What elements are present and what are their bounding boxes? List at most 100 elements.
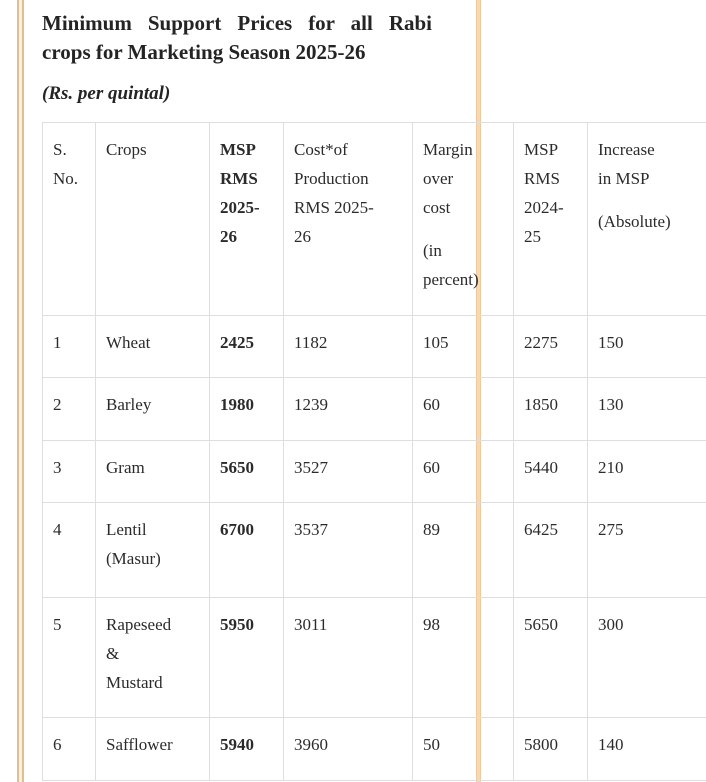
table-cell-crops: Wheat [95, 315, 210, 378]
table-cell-text: 5800 [524, 735, 558, 754]
msp-table: S. No. Crops MSP RMS 2025- 26 Cost*of Produ… [42, 122, 706, 781]
table-cell-margin_over_cost: 89 [412, 502, 514, 598]
table-cell-msp_rms_2025_26: 1980 [209, 377, 284, 441]
table-row: 4 Lentil (Masur) 6700 3537 89 6425 275 [42, 502, 706, 598]
left-double-rule [17, 0, 24, 782]
table-row: 3 Gram 5650 3527 60 5440 210 [42, 440, 706, 503]
table-cell-crops: Barley [95, 377, 210, 441]
table-cell-increase_in_msp: 275 [587, 502, 706, 598]
table-cell-cost_of_production: 3011 [283, 597, 413, 718]
table-cell-msp_rms_2024_25: 5800 [513, 717, 588, 781]
table-cell-text: 2425 [220, 333, 254, 352]
table-cell-text: 1182 [294, 333, 328, 352]
table-cell-text: 210 [598, 458, 624, 477]
table-cell-msp_rms_2024_25: 2275 [513, 315, 588, 378]
table-cell-increase_in_msp: 300 [587, 597, 706, 718]
table-cell-text: 3011 [294, 615, 328, 634]
table-cell-margin_over_cost: 105 [412, 315, 514, 378]
table-cell-text: 5650 [524, 615, 558, 634]
table-cell-msp_rms_2025_26: 5950 [209, 597, 284, 718]
table-cell-msp_rms_2024_25: 5650 [513, 597, 588, 718]
table-cell-s_no: 4 [42, 502, 96, 598]
table-row: 2 Barley 1980 1239 60 1850 130 [42, 377, 706, 441]
column-header-increase_in_msp-text: (Absolute) [598, 212, 671, 231]
table-cell-msp_rms_2024_25: 6425 [513, 502, 588, 598]
column-header-crops: Crops [95, 122, 210, 316]
table-cell-s_no: 2 [42, 377, 96, 441]
table-cell-cost_of_production: 3537 [283, 502, 413, 598]
table-cell-text: 2 [53, 395, 62, 414]
table-cell-text: 50 [423, 735, 440, 754]
column-header-cost_of_production-text: Cost*of Production RMS 2025- 26 [294, 140, 374, 246]
table-header-row: S. No. Crops MSP RMS 2025- 26 Cost*of Produ… [42, 122, 706, 316]
column-header-msp_rms_2025_26-text: MSP RMS 2025- 26 [220, 140, 260, 246]
column-header-s_no-text: S. No. [53, 140, 79, 188]
table-cell-text: Rapeseed & Mustard [106, 615, 172, 692]
table-cell-msp_rms_2025_26: 2425 [209, 315, 284, 378]
table-cell-text: 98 [423, 615, 440, 634]
table-cell-text: 5440 [524, 458, 558, 477]
table-cell-increase_in_msp: 150 [587, 315, 706, 378]
table-cell-text: 60 [423, 395, 440, 414]
table-cell-s_no: 3 [42, 440, 96, 503]
page-subtitle: (Rs. per quintal) [42, 83, 171, 104]
column-header-margin_over_cost: Margin over cost (in percent) [412, 122, 514, 316]
column-header-margin_over_cost-text: (in percent) [423, 241, 479, 289]
table-cell-text: 2275 [524, 333, 558, 352]
column-header-margin_over_cost-text: Margin over cost [423, 140, 473, 217]
column-header-msp_rms_2024_25-text: MSP RMS 2024- 25 [524, 140, 564, 246]
table-cell-cost_of_production: 3527 [283, 440, 413, 503]
column-header-crops-text: Crops [106, 140, 147, 159]
table-cell-text: 3527 [294, 458, 328, 477]
table-cell-margin_over_cost: 50 [412, 717, 514, 781]
table-cell-text: 150 [598, 333, 624, 352]
table-cell-text: 275 [598, 520, 624, 539]
table-cell-text: 130 [598, 395, 624, 414]
table-cell-text: 1980 [220, 395, 254, 414]
table-cell-text: 3 [53, 458, 62, 477]
table-cell-crops: Safflower [95, 717, 210, 781]
column-header-increase_in_msp: Increase in MSP (Absolute) [587, 122, 706, 316]
column-header-msp_rms_2024_25: MSP RMS 2024- 25 [513, 122, 588, 316]
table-cell-text: 140 [598, 735, 624, 754]
table-cell-msp_rms_2025_26: 5650 [209, 440, 284, 503]
table-cell-crops: Rapeseed & Mustard [95, 597, 210, 718]
table-cell-margin_over_cost: 60 [412, 377, 514, 441]
table-cell-cost_of_production: 1239 [283, 377, 413, 441]
table-cell-text: 89 [423, 520, 440, 539]
table-cell-msp_rms_2025_26: 6700 [209, 502, 284, 598]
table-cell-text: 3537 [294, 520, 328, 539]
table-cell-margin_over_cost: 98 [412, 597, 514, 718]
table-cell-text: Barley [106, 395, 152, 414]
table-cell-text: 1239 [294, 395, 328, 414]
table-row: 1 Wheat 2425 1182 105 2275 150 [42, 315, 706, 378]
table-cell-text: 1 [53, 333, 62, 352]
table-cell-text: 105 [423, 333, 449, 352]
table-cell-text: 60 [423, 458, 440, 477]
table-cell-text: 6 [53, 735, 62, 754]
table-cell-msp_rms_2024_25: 5440 [513, 440, 588, 503]
table-cell-increase_in_msp: 130 [587, 377, 706, 441]
table-cell-increase_in_msp: 210 [587, 440, 706, 503]
table-cell-msp_rms_2024_25: 1850 [513, 377, 588, 441]
table-cell-s_no: 5 [42, 597, 96, 718]
table-cell-crops: Lentil (Masur) [95, 502, 210, 598]
table-row: 6 Safflower 5940 3960 50 5800 140 [42, 717, 706, 781]
table-cell-s_no: 1 [42, 315, 96, 378]
article-content: Minimum Support Prices for all Rabi crop… [42, 0, 706, 781]
table-row: 5 Rapeseed & Mustard 5950 3011 98 5650 300 [42, 597, 706, 718]
page-title: Minimum Support Prices for all Rabi crop… [42, 11, 432, 64]
msp-table-body: S. No. Crops MSP RMS 2025- 26 Cost*of Produ… [42, 122, 706, 781]
column-header-msp_rms_2025_26: MSP RMS 2025- 26 [209, 122, 284, 316]
table-cell-text: 5950 [220, 615, 254, 634]
table-cell-text: 4 [53, 520, 62, 539]
column-header-s_no: S. No. [42, 122, 96, 316]
table-cell-text: 6700 [220, 520, 254, 539]
table-cell-text: Gram [106, 458, 145, 477]
table-cell-text: Wheat [106, 333, 151, 352]
table-cell-text: 3960 [294, 735, 328, 754]
table-cell-text: 1850 [524, 395, 558, 414]
table-cell-text: 300 [598, 615, 624, 634]
table-cell-text: Lentil (Masur) [106, 520, 161, 568]
table-cell-text: 6425 [524, 520, 558, 539]
